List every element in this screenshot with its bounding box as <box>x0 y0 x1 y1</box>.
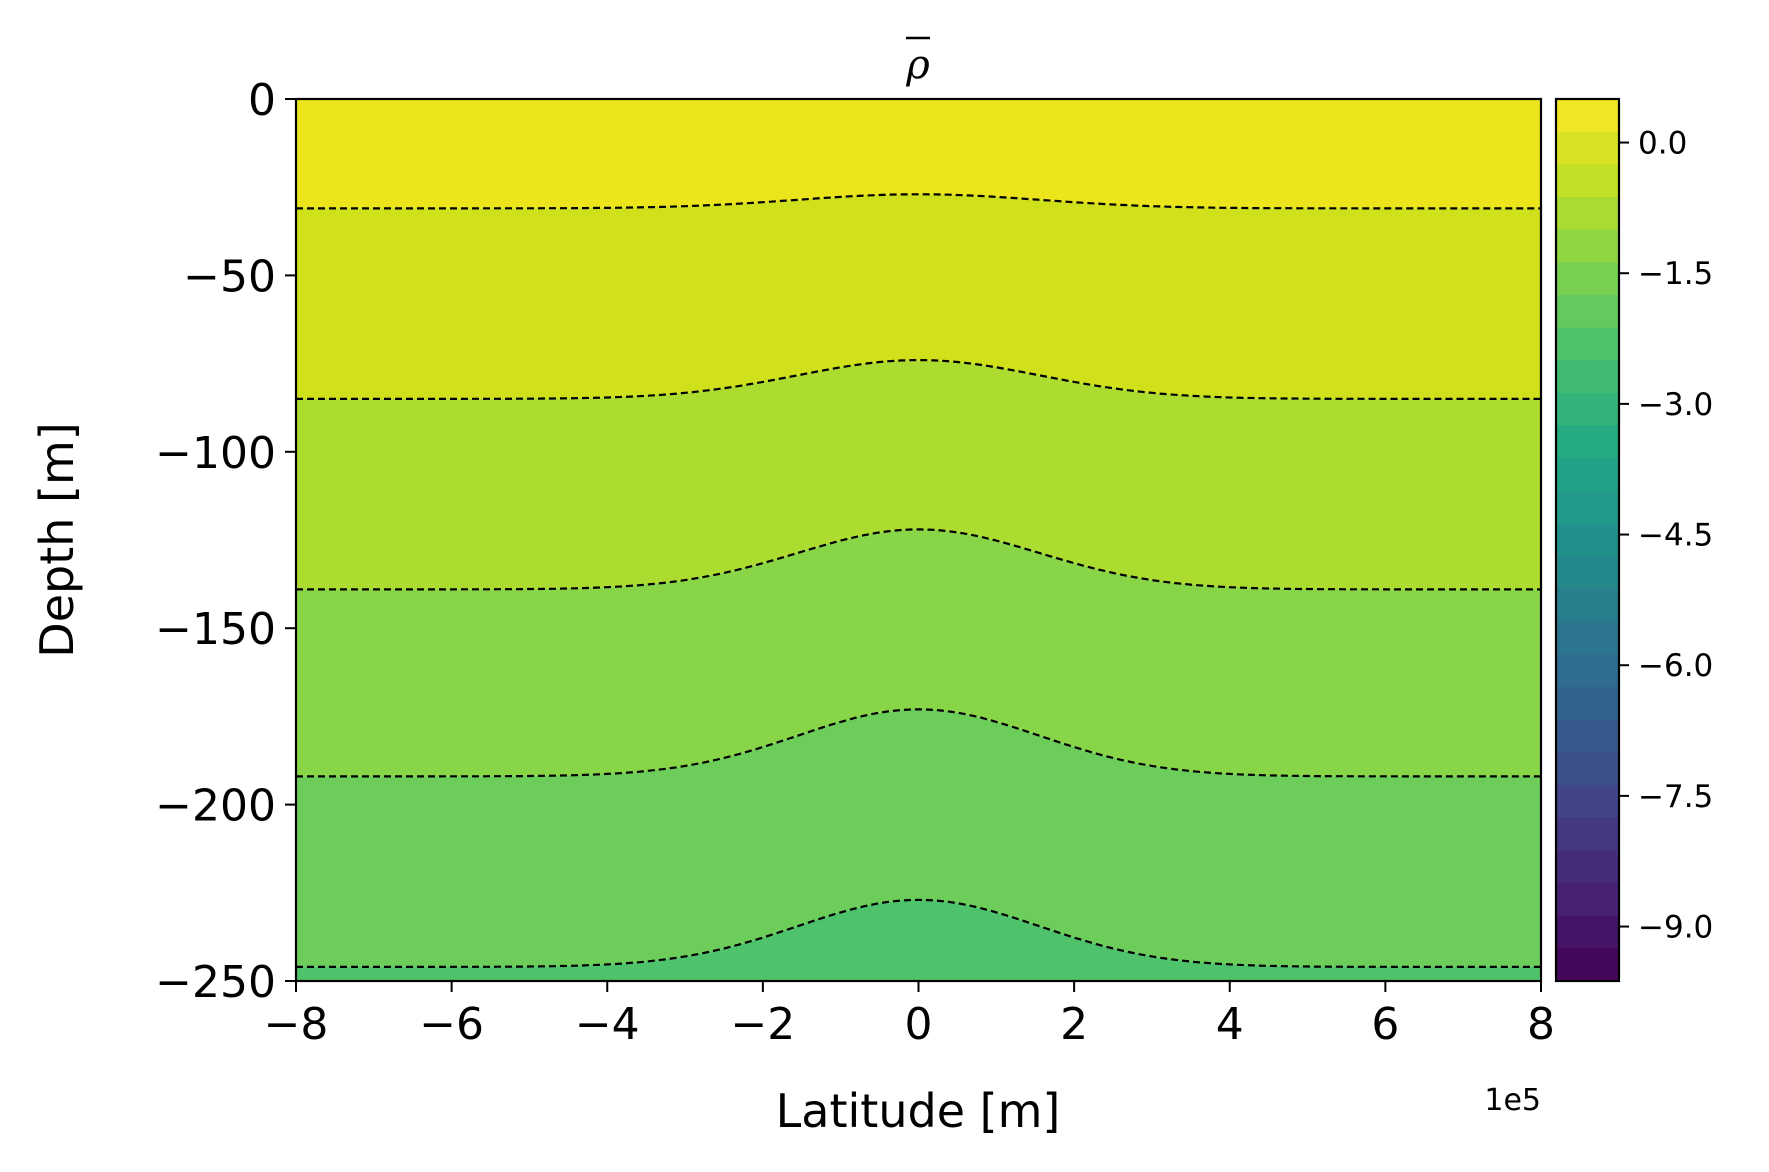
colorbar-segment <box>1556 491 1619 525</box>
colorbar-tick-label: 0.0 <box>1638 126 1687 162</box>
x-tick-label: −4 <box>575 999 640 1050</box>
x-tick-label: 4 <box>1216 999 1244 1050</box>
colorbar-segment <box>1556 948 1619 982</box>
colorbar-tick-label: −9.0 <box>1638 910 1713 946</box>
colorbar-segment <box>1556 785 1619 819</box>
y-axis-label: Depth [m] <box>30 422 84 657</box>
contour-band-2 <box>296 360 1541 590</box>
x-axis: −8 −6 −4 −2 0 2 4 6 8 <box>264 981 1555 1050</box>
y-tick-label: −100 <box>155 428 276 479</box>
contour-band-5 <box>296 899 1541 981</box>
colorbar-segment <box>1556 131 1619 165</box>
x-tick-label: −8 <box>264 999 329 1050</box>
colorbar-segment <box>1556 197 1619 231</box>
colorbar-segment <box>1556 425 1619 459</box>
y-tick-label: −250 <box>155 957 276 1008</box>
y-tick-label: −150 <box>155 604 276 655</box>
colorbar-segment <box>1556 687 1619 721</box>
x-tick-label: −6 <box>419 999 484 1050</box>
y-axis: 0 −50 −100 −150 −200 −250 <box>155 75 296 1008</box>
colorbar-segment <box>1556 327 1619 361</box>
contour-bands <box>296 99 1541 981</box>
y-tick-label: −50 <box>183 251 276 302</box>
colorbar-segment <box>1556 752 1619 786</box>
x-tick-label: 6 <box>1371 999 1399 1050</box>
x-tick-label: 0 <box>905 999 933 1050</box>
contour-line-3 <box>296 708 1541 778</box>
y-tick-label: −200 <box>155 781 276 832</box>
colorbar-tick-label: −7.5 <box>1638 779 1713 815</box>
colorbar-frame <box>1554 97 1621 983</box>
contour-line-0 <box>296 193 1541 210</box>
colorbar-segment <box>1556 393 1619 427</box>
colorbar-segment <box>1556 229 1619 263</box>
colorbar-segment <box>1556 556 1619 590</box>
x-tick-label: −2 <box>730 999 795 1050</box>
contour-band-3 <box>296 529 1541 777</box>
colorbar-segment <box>1556 621 1619 655</box>
colorbar-segment <box>1556 589 1619 623</box>
colorbar-ticks: 0.0 −1.5 −3.0 −4.5 −6.0 −7.5 −9.0 <box>1619 126 1713 946</box>
colorbar-segment <box>1556 164 1619 198</box>
colorbar-segment <box>1556 915 1619 949</box>
colorbar-segment <box>1556 262 1619 296</box>
colorbar-segment <box>1556 458 1619 492</box>
colorbar-segment <box>1556 654 1619 688</box>
colorbar-segment <box>1556 523 1619 557</box>
colorbar-segment <box>1556 817 1619 851</box>
colorbar-segment <box>1556 883 1619 917</box>
colorbar-segment <box>1556 719 1619 753</box>
contour-line-4 <box>296 898 1541 968</box>
colorbar-segment <box>1556 295 1619 329</box>
colorbar-tick-label: −1.5 <box>1638 256 1713 292</box>
colorbar <box>1556 99 1619 982</box>
contour-line-2 <box>296 528 1541 591</box>
colorbar-segment <box>1556 99 1619 133</box>
contour-band-4 <box>296 709 1541 967</box>
x-tick-label: 8 <box>1527 999 1555 1050</box>
y-tick-label: 0 <box>248 75 276 126</box>
contour-band-1 <box>296 194 1541 399</box>
colorbar-tick-label: −4.5 <box>1638 518 1713 554</box>
colorbar-tick-label: −3.0 <box>1638 387 1713 423</box>
x-offset-label: 1e5 <box>1484 1083 1541 1118</box>
x-tick-label: 2 <box>1060 999 1088 1050</box>
colorbar-tick-label: −6.0 <box>1638 648 1713 684</box>
contour-lines <box>296 193 1541 968</box>
contour-band-0 <box>296 99 1541 209</box>
chart-title: ρ <box>905 42 930 88</box>
colorbar-segment <box>1556 850 1619 884</box>
colorbar-segment <box>1556 360 1619 394</box>
x-axis-label: Latitude [m] <box>776 1084 1061 1138</box>
